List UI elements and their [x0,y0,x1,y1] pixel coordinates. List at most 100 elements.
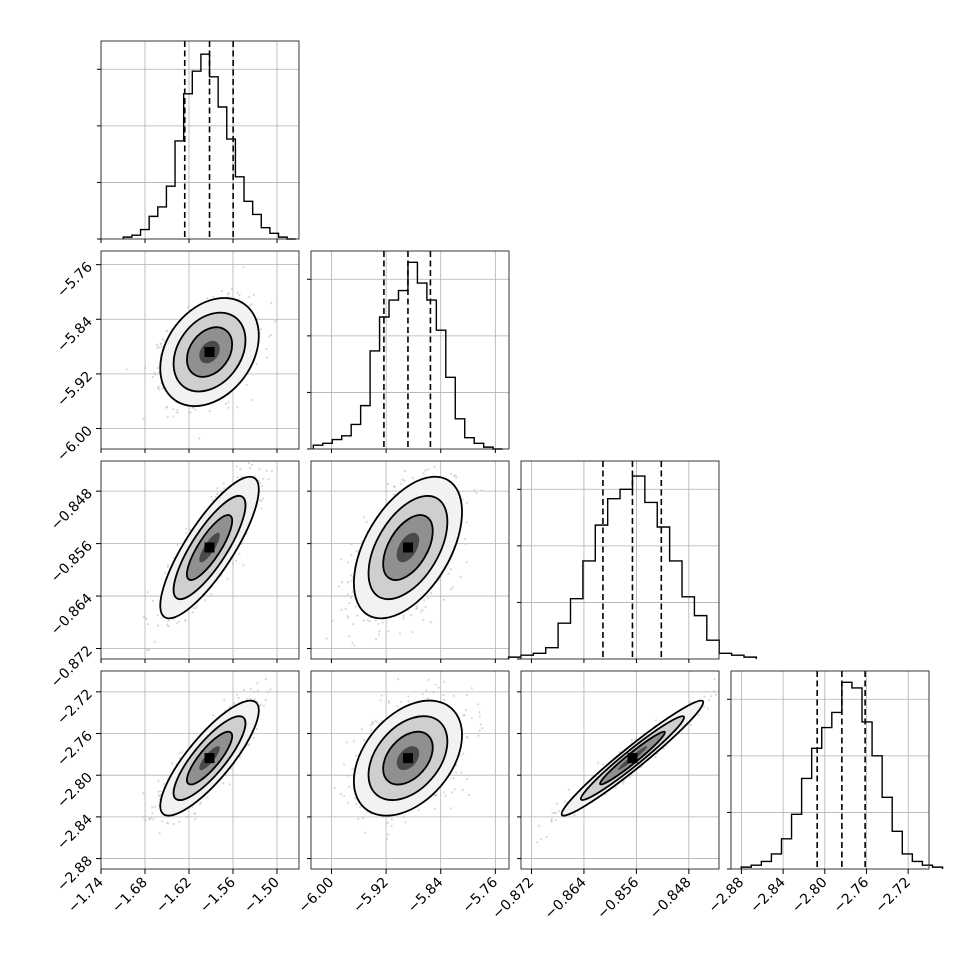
scatter-point [274,320,277,323]
scatter-point [146,623,150,626]
scatter-point [268,335,271,338]
panel-frame [100,250,300,450]
scatter-point [398,632,401,635]
scatter-point [227,292,230,295]
scatter-point [165,406,168,409]
scatter-point [348,635,351,638]
scatter-point [185,527,188,530]
scatter-point [449,588,453,591]
scatter-point [212,295,215,298]
scatter-point [480,489,483,492]
scatter-point [160,820,163,823]
scatter-point [426,597,430,600]
scatter-point [249,697,252,701]
scatter-point [161,338,164,341]
scatter-point [238,294,241,297]
scatter-point [353,644,356,647]
scatter-point [216,487,219,490]
scatter-point [227,406,230,409]
scatter-point [350,596,353,599]
scatter-point [347,581,350,584]
scatter-point [222,482,225,485]
scatter-point [157,345,160,349]
scatter-point [270,470,273,473]
scatter-point [331,619,334,622]
scatter-point [352,623,355,626]
scatter-point [262,477,265,480]
scatter-panel [100,455,300,660]
scatter-point [248,304,251,307]
scatter-point [227,401,230,404]
scatter-point [243,688,246,692]
scatter-point [259,328,262,331]
scatter-point [475,492,478,495]
scatter-point [231,562,235,565]
scatter-point [187,306,190,309]
scatter-point [167,619,170,622]
scatter-point [157,624,160,627]
scatter-point [267,478,270,481]
scatter-point [223,487,226,490]
scatter-point [442,598,446,601]
panel-frame [730,670,930,870]
scatter-panel [100,250,300,450]
scatter-point [145,617,148,620]
scatter-point [375,637,378,641]
scatter-point [166,565,169,569]
scatter-point [236,291,239,294]
scatter-point [151,599,154,603]
scatter-point [347,561,350,564]
scatter-point [184,619,187,622]
scatter-point [411,631,414,634]
scatter-point [355,550,358,553]
scatter-point [349,542,352,546]
scatter-point [337,585,340,588]
scatter-point [198,437,201,440]
scatter-point [151,375,154,379]
scatter-point [260,507,263,510]
scatter-point [144,366,147,370]
scatter-point [167,563,170,567]
scatter-point [464,543,467,546]
scatter-point [267,457,269,459]
scatter-point [246,455,248,457]
scatter-point [238,552,241,555]
scatter-point [403,479,406,482]
scatter-point [236,693,239,696]
scatter-point [167,625,170,628]
scatter-point [146,648,149,651]
scatter-point [392,493,396,496]
scatter-point [350,554,353,557]
scatter-point [235,465,238,468]
scatter-point [426,468,430,471]
scatter-point [377,633,381,636]
scatter-point [368,620,371,623]
scatter-point [230,288,233,291]
scatter-point [146,591,149,594]
scatter-point [223,698,226,701]
panel-frame [310,460,510,660]
scatter-point [239,468,242,471]
scatter-point [401,478,404,481]
scatter-point [433,465,436,468]
scatter-point [465,561,468,564]
scatter-point [206,297,209,300]
hist-panel [97,40,300,240]
hist-panel [727,670,944,870]
scatter-point [157,779,160,782]
scatter-point [166,415,169,419]
scatter-point [251,463,254,466]
scatter-point [356,614,359,617]
scatter-point [265,347,268,351]
scatter-point [256,317,259,320]
scatter-point [235,559,238,562]
scatter-point [166,821,169,824]
scatter-point [191,611,194,614]
scatter-point [192,607,195,610]
scatter-point [340,581,344,584]
scatter-point [199,801,202,804]
scatter-point [161,387,164,390]
scatter-point [270,301,273,305]
scatter-point [346,615,349,618]
panel-frame [100,460,300,660]
